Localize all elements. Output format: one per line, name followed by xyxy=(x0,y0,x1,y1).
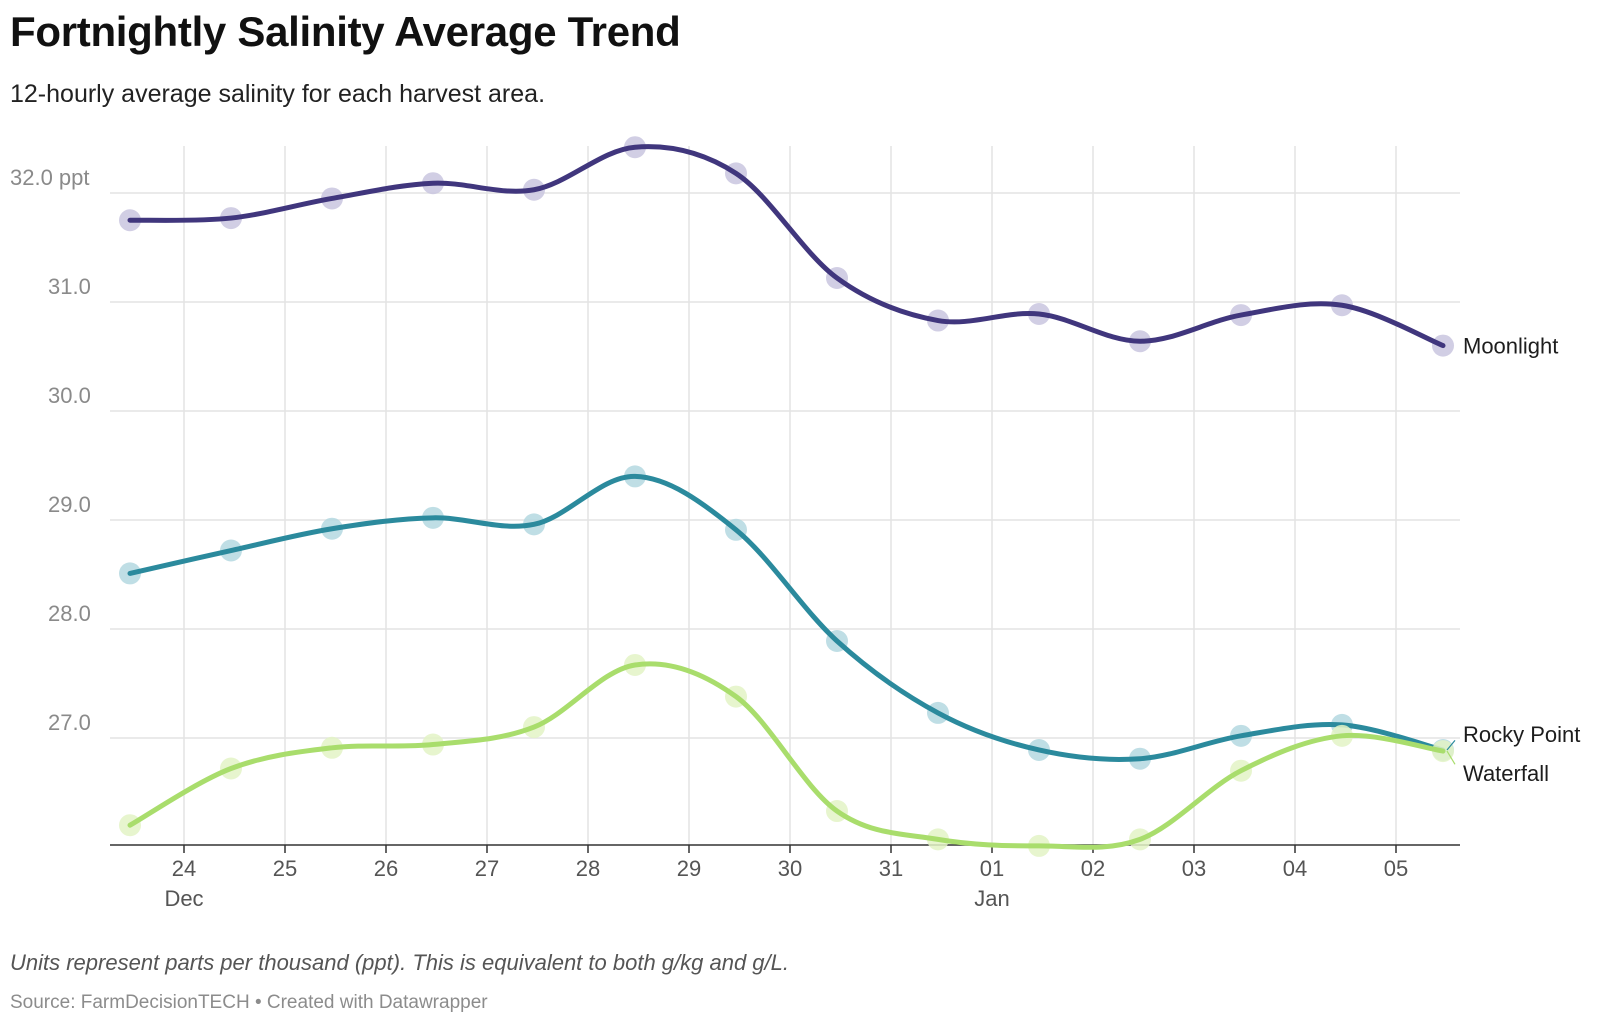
y-tick-label: 31.0 xyxy=(48,274,91,299)
chart-title: Fortnightly Salinity Average Trend xyxy=(10,8,681,55)
x-tick-label: 27 xyxy=(475,856,499,881)
x-tick-month-label: Dec xyxy=(164,886,203,911)
x-tick-label: 28 xyxy=(576,856,600,881)
series-line-waterfall xyxy=(127,661,1446,850)
x-tick-label: 03 xyxy=(1182,856,1206,881)
y-tick-label: 27.0 xyxy=(48,710,91,735)
y-tick-label: 30.0 xyxy=(48,383,91,408)
series-line-moonlight xyxy=(127,144,1446,349)
x-tick-label: 31 xyxy=(879,856,903,881)
y-tick-label: 32.0 ppt xyxy=(10,165,90,190)
y-tick-label: 28.0 xyxy=(48,601,91,626)
chart-subtitle: 12-hourly average salinity for each harv… xyxy=(10,80,546,108)
x-tick-label: 24 xyxy=(172,856,196,881)
y-tick-label: 29.0 xyxy=(48,492,91,517)
x-tick-label: 29 xyxy=(677,856,701,881)
series-rocky-point xyxy=(119,465,1454,770)
chart-source: Source: FarmDecisionTECH • Created with … xyxy=(10,992,488,1013)
x-tick-label: 30 xyxy=(778,856,802,881)
label-layer: Moonlight Rocky Point Waterfall xyxy=(1446,334,1580,786)
x-tick-label: 05 xyxy=(1384,856,1408,881)
x-tick-label: 01 xyxy=(980,856,1004,881)
series-layer xyxy=(119,136,1454,857)
series-line-rocky-point xyxy=(127,473,1446,762)
x-tick-month-label: Jan xyxy=(974,886,1009,911)
series-label-rocky-point: Rocky Point xyxy=(1463,722,1580,747)
x-tick-label: 25 xyxy=(273,856,297,881)
chart-notes: Units represent parts per thousand (ppt)… xyxy=(10,950,790,975)
series-label-moonlight: Moonlight xyxy=(1463,334,1558,359)
series-waterfall xyxy=(119,653,1454,857)
x-tick-label: 04 xyxy=(1283,856,1307,881)
x-tick-label: 02 xyxy=(1081,856,1105,881)
series-moonlight xyxy=(119,136,1454,357)
series-label-connector xyxy=(1446,740,1456,751)
axis-layer: 27.0 28.0 29.0 30.0 31.0 32.0 ppt 24 Dec 25 26 27 2… xyxy=(10,165,1460,911)
grid-layer xyxy=(110,146,1460,845)
series-label-connector xyxy=(1446,750,1456,765)
series-label-waterfall: Waterfall xyxy=(1463,761,1549,786)
x-tick-label: 26 xyxy=(374,856,398,881)
